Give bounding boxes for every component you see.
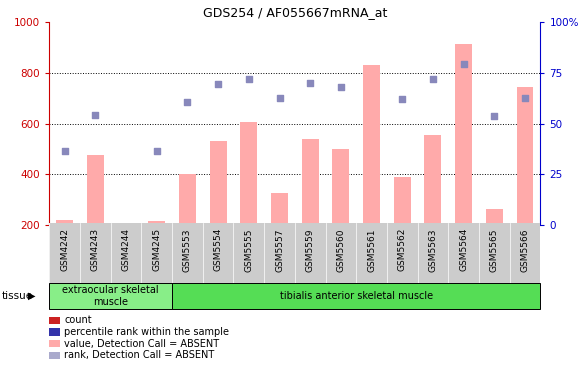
Text: GSM5562: GSM5562 — [398, 228, 407, 272]
Text: GSM5560: GSM5560 — [336, 228, 345, 272]
Text: percentile rank within the sample: percentile rank within the sample — [64, 327, 229, 337]
Bar — [241, 122, 257, 225]
Point — [183, 99, 192, 105]
Text: tissue: tissue — [2, 291, 33, 301]
Bar — [87, 155, 104, 225]
Bar — [179, 174, 196, 225]
Bar — [363, 65, 380, 225]
Bar — [455, 44, 472, 225]
Bar — [49, 283, 172, 309]
Bar — [332, 149, 349, 225]
Bar — [271, 193, 288, 225]
Point — [428, 76, 437, 82]
Point — [275, 95, 284, 101]
Bar — [172, 283, 540, 309]
Text: GSM5561: GSM5561 — [367, 228, 376, 272]
Bar — [394, 177, 411, 225]
Text: extraocular skeletal
muscle: extraocular skeletal muscle — [62, 285, 159, 307]
Point — [490, 113, 499, 119]
Point — [244, 76, 253, 82]
Text: GSM5555: GSM5555 — [245, 228, 253, 272]
Text: GSM5566: GSM5566 — [521, 228, 529, 272]
Bar — [56, 220, 73, 225]
Point — [152, 149, 162, 154]
Text: GSM4242: GSM4242 — [60, 228, 69, 271]
Text: count: count — [64, 315, 92, 325]
Text: GSM5563: GSM5563 — [428, 228, 437, 272]
Text: ▶: ▶ — [28, 291, 35, 301]
Text: GSM4244: GSM4244 — [121, 228, 131, 271]
Text: GSM5554: GSM5554 — [214, 228, 223, 272]
Point — [397, 97, 407, 102]
Text: GSM5557: GSM5557 — [275, 228, 284, 272]
Text: GSM4245: GSM4245 — [152, 228, 162, 271]
Bar — [425, 135, 442, 225]
Point — [91, 112, 100, 117]
Bar — [302, 139, 318, 225]
Bar — [210, 141, 227, 225]
Text: GSM5553: GSM5553 — [183, 228, 192, 272]
Text: GSM5559: GSM5559 — [306, 228, 315, 272]
Bar — [486, 209, 503, 225]
Point — [60, 149, 69, 154]
Point — [336, 84, 346, 90]
Point — [521, 95, 530, 101]
Text: value, Detection Call = ABSENT: value, Detection Call = ABSENT — [64, 339, 220, 349]
Text: GSM5564: GSM5564 — [459, 228, 468, 272]
Point — [306, 80, 315, 86]
Bar — [148, 221, 165, 225]
Point — [459, 61, 468, 67]
Text: rank, Detection Call = ABSENT: rank, Detection Call = ABSENT — [64, 350, 215, 361]
Text: GSM5565: GSM5565 — [490, 228, 499, 272]
Bar — [517, 87, 533, 225]
Title: GDS254 / AF055667mRNA_at: GDS254 / AF055667mRNA_at — [203, 6, 387, 19]
Text: GSM4243: GSM4243 — [91, 228, 100, 271]
Text: tibialis anterior skeletal muscle: tibialis anterior skeletal muscle — [279, 291, 433, 301]
Point — [213, 81, 223, 87]
